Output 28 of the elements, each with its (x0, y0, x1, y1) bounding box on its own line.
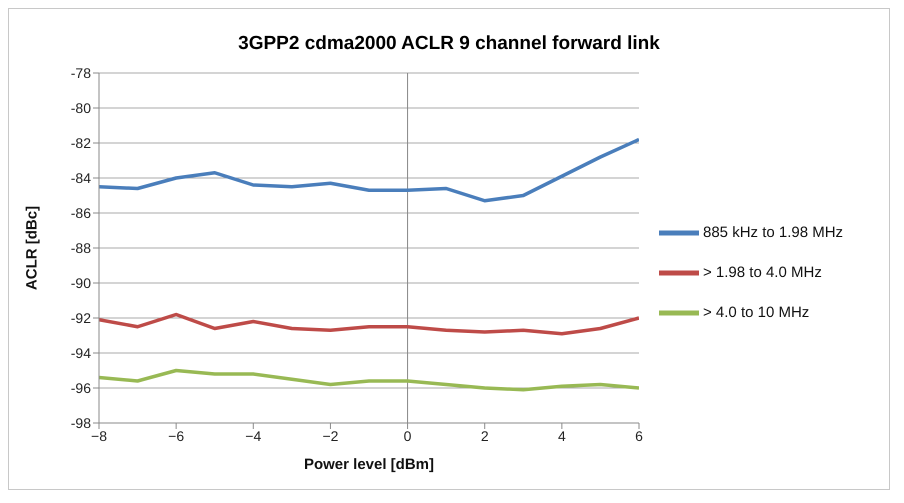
x-tick-label: 4 (558, 428, 566, 444)
line-series (99, 138, 639, 202)
legend-label: > 4.0 to 10 MHz (703, 304, 810, 322)
chart-title: 3GPP2 cdma2000 ACLR 9 channel forward link (237, 33, 661, 56)
x-tick-label: 6 (635, 428, 644, 444)
x-axis-title: Power level [dBm] (304, 456, 434, 473)
y-tick-label: -98 (70, 414, 92, 431)
x-tick-label: −6 (168, 428, 184, 444)
y-tick-label: -78 (70, 64, 92, 81)
y-tick-label: -86 (70, 204, 92, 221)
y-axis-title: ACLR [dBc] (23, 206, 40, 290)
y-tick-label: -90 (70, 274, 92, 291)
x-tick-label: 0 (404, 428, 412, 444)
line-series (99, 312, 639, 336)
legend-label: > 1.98 to 4.0 MHz (703, 264, 822, 281)
legend-label: 885 kHz to 1.98 MHz (703, 224, 844, 241)
x-tick-label: −4 (245, 428, 262, 444)
y-tick-label: -84 (70, 170, 92, 186)
x-tick-label: −8 (91, 428, 108, 444)
y-tick-label: -96 (70, 380, 92, 396)
y-tick-label: -80 (70, 100, 92, 116)
line-series (99, 368, 639, 392)
x-tick-label: −2 (322, 428, 339, 444)
y-tick-label: -88 (70, 240, 92, 256)
y-tick-label: -94 (70, 344, 92, 361)
x-tick-label: 2 (480, 428, 489, 444)
y-tick-label: -82 (70, 134, 92, 151)
y-tick-label: -92 (70, 310, 92, 326)
